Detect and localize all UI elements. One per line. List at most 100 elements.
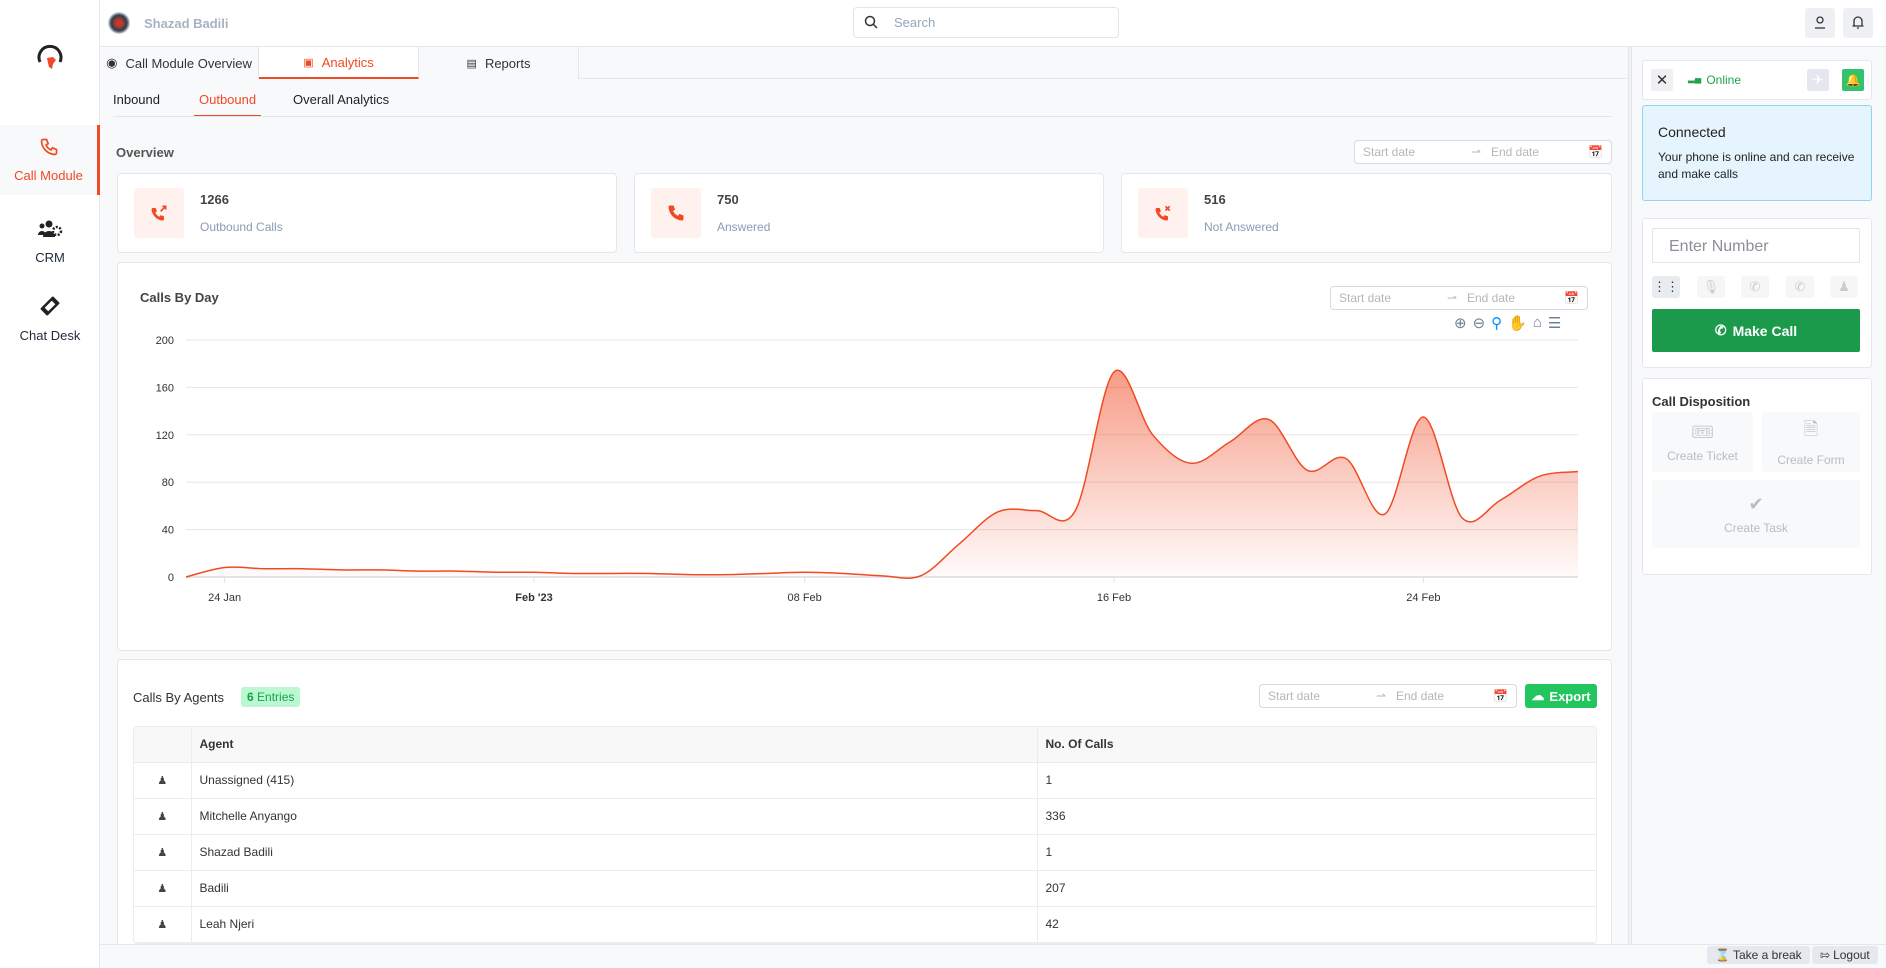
call-hold-icon[interactable]: ✆ [1741, 276, 1769, 298]
entries-badge: 6 Entries [241, 687, 301, 707]
sidebar-item-crm[interactable]: CRM [0, 207, 100, 277]
calendar-icon: 📅 [1588, 145, 1603, 159]
check-plus-icon: ✔ [1748, 493, 1764, 514]
ticket-icon [39, 295, 61, 320]
table-row[interactable]: ♟ Badili 207 [134, 870, 1596, 907]
connected-notice: Connected Your phone is online and can r… [1642, 105, 1872, 201]
hourglass-icon: ⌛ [1715, 948, 1730, 962]
export-button[interactable]: ☁ Export [1525, 684, 1597, 708]
top-bar: Shazad Badili Search [100, 0, 1886, 47]
menu-icon[interactable]: ☰ [1547, 315, 1562, 332]
home-icon[interactable]: ⌂ [1532, 314, 1542, 331]
table-row[interactable]: ♟ Mitchelle Anyango 336 [134, 798, 1596, 835]
y-tick-label: 120 [156, 430, 174, 442]
agent-name: Leah Njeri [191, 906, 1038, 943]
create-ticket-button[interactable]: 🎟 Create Ticket [1652, 412, 1753, 472]
notifications-button[interactable] [1843, 8, 1873, 38]
sidebar-item-label: Call Module [14, 168, 83, 183]
online-status: ▂▄ Online [1688, 73, 1741, 87]
binoculars-icon: ◉ [106, 55, 118, 70]
divider [113, 116, 1612, 117]
create-task-button[interactable]: ✔ Create Task [1652, 480, 1860, 548]
pan-icon[interactable]: ✋ [1508, 315, 1527, 332]
take-break-button[interactable]: ⌛ Take a break [1707, 946, 1810, 964]
signal-icon: ▂▄ [1688, 73, 1702, 83]
user-icon: ♟ [134, 870, 192, 907]
subtab-inbound[interactable]: Inbound [113, 92, 160, 107]
make-call-button[interactable]: ✆ Make Call [1652, 309, 1860, 352]
module-tabs: ◉ Call Module Overview ▣ Analytics ▤ Report… [100, 47, 1628, 79]
agents-table: Agent No. Of Calls ♟ Unassigned (415) 1 ♟ Mit… [133, 726, 1597, 944]
y-tick-label: 80 [162, 477, 174, 489]
logout-button[interactable]: ⇰ Logout [1812, 946, 1878, 964]
tab-call-module-overview[interactable]: ◉ Call Module Overview [100, 47, 259, 79]
x-tick-label: 16 Feb [1097, 592, 1131, 604]
avatar[interactable] [108, 12, 130, 34]
x-tick-label: 24 Feb [1406, 592, 1440, 604]
stat-card-not-answered: 516 Not Answered [1121, 173, 1612, 253]
add-participant-icon[interactable]: ♟ [1830, 276, 1858, 298]
pdf-file-icon: 🗎 [1803, 419, 1819, 439]
call-transfer-icon[interactable]: ✆ [1786, 276, 1814, 298]
zoom-out-icon[interactable]: ⊖ [1472, 315, 1486, 332]
tab-analytics[interactable]: ▣ Analytics [259, 47, 419, 79]
dialpad-icon[interactable]: ⋮⋮ [1652, 276, 1680, 298]
overview-date-range[interactable]: Start date ⇀ End date 📅 [1354, 140, 1612, 164]
footer-bar [100, 944, 1886, 968]
user-icon: ♟ [134, 834, 192, 871]
app-logo [32, 38, 68, 77]
x-tick-label: Feb '23 [515, 592, 552, 604]
user-icon [1813, 15, 1827, 32]
zoom-in-icon[interactable]: ⊕ [1454, 315, 1467, 332]
agent-name: Badili [191, 870, 1038, 907]
y-tick-label: 40 [162, 525, 174, 537]
user-icon: ♟ [134, 762, 192, 799]
agents-title: Calls By Agents [133, 690, 225, 705]
chart-title: Calls By Day [140, 290, 219, 305]
tab-reports[interactable]: ▤ Reports [419, 47, 579, 79]
calls-by-day-card [117, 262, 1612, 651]
call-count: 207 [1037, 870, 1596, 907]
profile-button[interactable] [1805, 8, 1835, 38]
agent-name: Shazad Badili [191, 834, 1038, 871]
sidebar: Call Module CRM Chat Desk [0, 0, 100, 968]
users-gear-icon [37, 219, 63, 242]
user-icon: ♟ [134, 798, 192, 835]
phone-icon [39, 137, 59, 160]
number-input[interactable]: Enter Number [1652, 228, 1860, 263]
table-row[interactable]: ♟ Leah Njeri 42 [134, 906, 1596, 943]
y-tick-label: 0 [168, 572, 174, 584]
call-count: 1 [1037, 762, 1596, 799]
microphone-icon[interactable]: 🎙 [1697, 276, 1725, 298]
table-row[interactable]: ♟ Unassigned (415) 1 [134, 762, 1596, 799]
sidebar-item-label: CRM [35, 250, 65, 265]
phone-icon: ✆ [1714, 322, 1727, 338]
phone-icon [651, 188, 701, 238]
chart-toolbar: ⊕ ⊖ ⚲ ✋ ⌂ ☰ [1454, 314, 1561, 332]
sidebar-item-chat-desk[interactable]: Chat Desk [0, 284, 100, 354]
user-name: Shazad Badili [144, 16, 229, 31]
agents-date-range[interactable]: Start date ⇀ End date 📅 [1259, 684, 1517, 708]
phone-status-card: ✕ ▂▄ Online ✈ 🔔 [1642, 60, 1872, 100]
table-row[interactable]: ♟ Shazad Badili 1 [134, 834, 1596, 871]
y-tick-label: 160 [156, 382, 174, 394]
phone-outgoing-icon [134, 188, 184, 238]
search-input[interactable]: Search [853, 7, 1119, 38]
bell-icon[interactable]: 🔔 [1842, 69, 1864, 91]
subtab-overall-analytics[interactable]: Overall Analytics [293, 92, 390, 107]
file-chart-icon: ▤ [466, 57, 477, 70]
panel-divider [1628, 47, 1632, 944]
create-form-button[interactable]: 🗎 Create Form [1762, 412, 1860, 472]
agent-name: Mitchelle Anyango [191, 798, 1038, 835]
call-count: 1 [1037, 834, 1596, 871]
airplane-mode-icon[interactable]: ✈ [1807, 69, 1829, 91]
calls-by-day-chart: 0 40 80 120 160 200 24 Jan Feb '23 08 Feb 16 Feb 2… [156, 335, 1579, 604]
chart-date-range[interactable]: Start date ⇀ End date 📅 [1330, 286, 1588, 310]
stat-card-answered: 750 Answered [634, 173, 1104, 253]
subtab-outbound[interactable]: Outbound [194, 92, 262, 117]
bell-icon [1851, 15, 1865, 32]
calendar-icon: 📅 [1493, 689, 1508, 703]
sidebar-item-call-module[interactable]: Call Module [0, 125, 100, 195]
close-icon[interactable]: ✕ [1651, 69, 1673, 91]
selection-zoom-icon[interactable]: ⚲ [1491, 315, 1503, 332]
